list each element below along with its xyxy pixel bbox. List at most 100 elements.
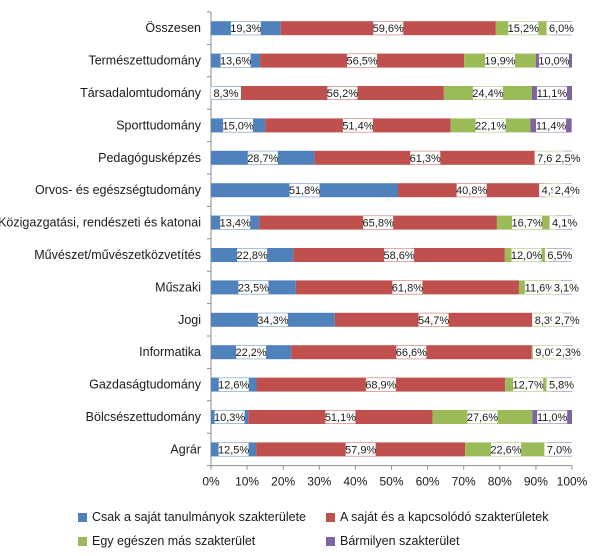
x-tick-label: 60% [416, 475, 440, 489]
data-label: 8,3% [213, 88, 238, 100]
data-label: 61,8% [392, 282, 423, 294]
legend-item: Bármilyen szakterület [326, 534, 460, 548]
data-label-bg [508, 21, 539, 35]
x-tick-label: 10% [235, 475, 259, 489]
data-label-bg [512, 216, 543, 230]
data-label-bg [475, 118, 506, 132]
data-label-bg [537, 410, 568, 424]
data-label: 11,1% [537, 88, 568, 100]
data-label: 51,8% [289, 185, 320, 197]
data-label-bg [236, 345, 267, 359]
data-label-bg [511, 248, 542, 262]
axis-layer: 0% 10% 20% 30% 40% 50% 60% 70% 80% 90% 100% Összese… [0, 11, 588, 489]
data-label-bg [546, 378, 577, 392]
data-label-bg [220, 54, 251, 68]
data-label-bg [218, 378, 249, 392]
legend-item: A saját és a kapcsolódó szakterületek [326, 510, 548, 524]
category-label: Társadalomtudomány [80, 86, 202, 100]
x-tick-label: 30% [307, 475, 331, 489]
data-label-bg [345, 442, 376, 456]
data-label: 3,1% [554, 282, 579, 294]
data-label: 40,8% [456, 185, 487, 197]
data-label: 54,7% [418, 315, 449, 327]
category-label: Pedagógusképzés [98, 151, 201, 165]
data-label: 58,6% [383, 250, 414, 262]
x-tick-label: 80% [488, 475, 512, 489]
data-label-bg [553, 345, 584, 359]
x-tick-label: 50% [379, 475, 403, 489]
data-label-bg [538, 54, 569, 68]
data-label-bg [536, 118, 567, 132]
data-label: 27,6% [467, 412, 498, 424]
data-label: 7,0% [547, 444, 572, 456]
data-label: 34,3% [257, 315, 288, 327]
data-label-bg [490, 442, 521, 456]
data-label-bg [551, 280, 582, 294]
data-label: 2,5% [555, 153, 580, 165]
data-label-bg [544, 442, 575, 456]
data-label: 2,7% [555, 315, 580, 327]
data-label-bg [238, 280, 269, 294]
chart-legend: Csak a saját tanulmányok szakterülete A s… [78, 510, 588, 554]
legend-swatch [326, 512, 335, 522]
legend-label: Egy egészen más szakterület [92, 534, 256, 548]
category-label: Közigazgatási, rendészeti és katonai [0, 216, 201, 230]
data-label: 56,2% [327, 88, 358, 100]
data-label-bg [325, 410, 356, 424]
data-label: 12,0% [511, 250, 542, 262]
data-label-bg [549, 216, 580, 230]
data-label: 24,4% [472, 88, 503, 100]
legend-item: Egy egészen más szakterület [78, 534, 255, 548]
data-label: 19,3% [230, 23, 261, 35]
data-label: 22,2% [235, 347, 266, 359]
legend-item: Csak a saját tanulmányok szakterülete [78, 510, 306, 524]
x-tick-label: 40% [343, 475, 367, 489]
data-label-bg [384, 248, 415, 262]
data-label: 57,9% [345, 444, 376, 456]
data-label: 23,5% [238, 282, 269, 294]
data-label: 13,4% [220, 218, 251, 230]
legend-label: Bármilyen szakterület [340, 534, 460, 548]
data-label-bg [552, 151, 583, 165]
data-label-bg [472, 86, 503, 100]
data-label: 66,6% [396, 347, 427, 359]
data-label-bg [363, 216, 394, 230]
x-tick-label: 70% [452, 475, 476, 489]
data-label: 68,9% [365, 380, 396, 392]
data-label: 19,9% [484, 56, 515, 68]
data-label: 28,7% [247, 153, 278, 165]
category-label: Műszaki [155, 280, 201, 294]
data-label: 12,7% [513, 380, 544, 392]
category-label: Informatika [139, 345, 201, 359]
data-label: 13,6% [220, 56, 251, 68]
data-label-bg [223, 118, 254, 132]
data-label: 56,5% [346, 56, 377, 68]
data-label-bg [410, 151, 441, 165]
data-label: 16,7% [511, 218, 542, 230]
data-label-bg [513, 378, 544, 392]
data-label-bg [373, 21, 404, 35]
data-label-bg [230, 21, 261, 35]
legend-label: A saját és a kapcsolódó szakterületek [340, 510, 549, 524]
data-label: 10,0% [538, 56, 569, 68]
data-label: 15,0% [222, 120, 253, 132]
category-label: Orvos- és egészségtudomány [35, 183, 202, 197]
data-label-layer: 19,3% 59,6% 15,2% 6,0% 13,6% 56,5% 19,9% 10,0% 8… [210, 21, 584, 456]
data-label-bg [210, 86, 241, 100]
data-label-bg [327, 86, 358, 100]
data-label-bg [257, 313, 288, 327]
data-label: 65,8% [363, 218, 394, 230]
data-label: 22,8% [237, 250, 268, 262]
data-label-bg [552, 313, 583, 327]
category-label: Sporttudomány [116, 118, 202, 132]
data-label-bg [418, 313, 449, 327]
data-label-bg [456, 183, 487, 197]
data-label: 6,0% [549, 23, 574, 35]
data-label-bg [536, 86, 567, 100]
data-label: 51,4% [342, 120, 373, 132]
legend-swatch [326, 536, 335, 546]
data-label: 11,4% [536, 120, 567, 132]
category-label: Gazdaságtudomány [89, 378, 202, 392]
data-label: 59,6% [373, 23, 404, 35]
